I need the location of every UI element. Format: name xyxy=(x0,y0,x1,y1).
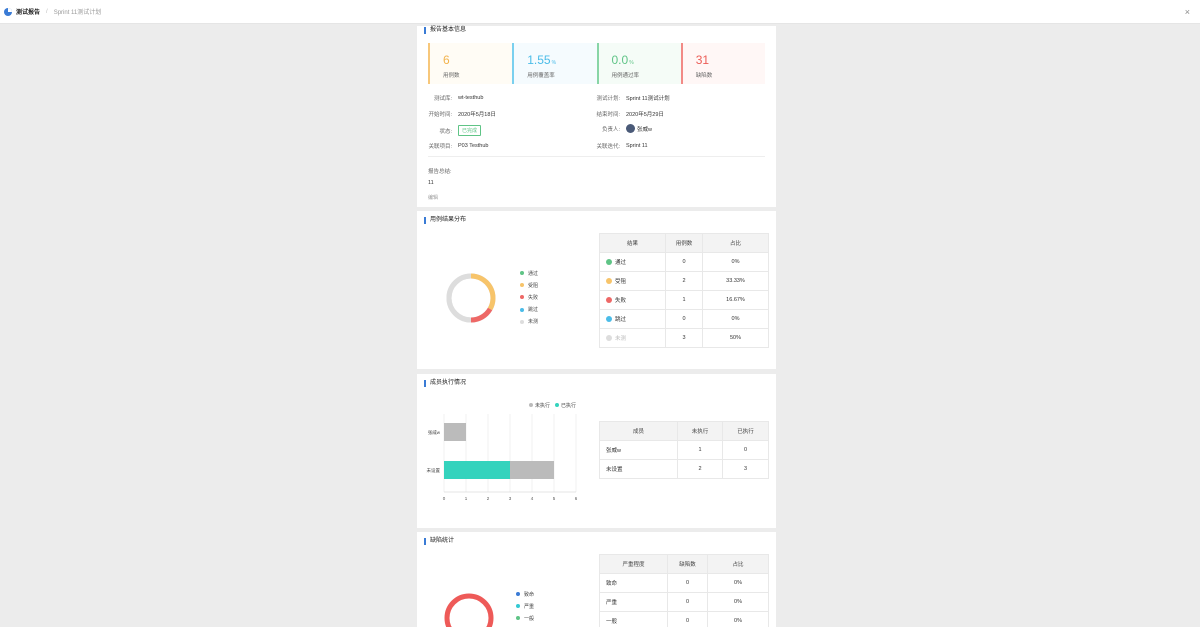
table-row: 严重 0 0% xyxy=(599,592,769,612)
stat-label: 用例覆盖率 xyxy=(527,73,555,79)
x-tick-label: 1 xyxy=(465,496,468,501)
defects-donut-chart xyxy=(444,593,494,627)
defects-legend: 致命 严重 一般 xyxy=(516,588,534,625)
donut-slice-1[interactable] xyxy=(470,273,496,311)
basic-info-panel: 报告基本信息 6 用例数 1.55% 用例覆盖率 0.0% 用例通过率 31 缺… xyxy=(417,26,776,207)
avatar xyxy=(626,124,635,133)
table-row: 致命 0 0% xyxy=(599,573,769,593)
info-iteration: 关联迭代: Sprint 11 xyxy=(596,143,648,150)
info-start: 开始时间: 2020年5月18日 xyxy=(428,112,496,118)
y-tick-label: 未设置 xyxy=(427,467,441,474)
x-tick-label: 2 xyxy=(487,496,490,501)
plan-value: Sprint 11测试计划 xyxy=(626,96,670,102)
check-icon xyxy=(606,259,612,265)
legend-item-fatal[interactable]: 致命 xyxy=(516,588,534,600)
iteration-value: Sprint 11 xyxy=(626,143,648,149)
info-owner: 负责人: 张威w xyxy=(585,124,652,133)
breadcrumb-title[interactable]: 测试报告 xyxy=(16,10,41,16)
table-row: 失败 1 16.67% xyxy=(599,290,769,310)
y-tick-label: 张威w xyxy=(428,429,441,436)
members-title: 成员执行情况 xyxy=(424,380,466,387)
stat-value: 1.55 xyxy=(527,53,551,67)
edit-link[interactable]: 编辑 xyxy=(428,195,439,201)
stat-label: 用例数 xyxy=(443,73,460,79)
divider xyxy=(428,156,765,157)
x-tick-label: 3 xyxy=(509,496,512,501)
legend-item-pass[interactable]: 通过 xyxy=(520,267,538,279)
owner-value: 张威w xyxy=(637,126,652,133)
close-icon[interactable]: × xyxy=(1184,7,1190,17)
stat-label: 用例通过率 xyxy=(611,73,640,79)
results-table: 结果 用例数 占比 通过 0 0% 受阻 2 33.33% 失败 1 16.67% 跳… xyxy=(599,233,769,348)
stat-card-cases: 6 用例数 xyxy=(428,43,513,84)
legend-item-blocked[interactable]: 受阻 xyxy=(520,279,538,291)
table-row: 跳过 0 0% xyxy=(599,309,769,329)
x-tick-label: 4 xyxy=(531,496,534,501)
top-bar: 测试报告 / Sprint 11测试计划 × xyxy=(0,0,1200,24)
end-value: 2020年5月29日 xyxy=(626,112,664,118)
breadcrumb-separator: / xyxy=(46,8,48,15)
close-circle-icon xyxy=(606,297,612,303)
start-value: 2020年5月18日 xyxy=(458,112,496,118)
donut-slice-2[interactable] xyxy=(470,307,493,323)
info-end: 结束时间: 2020年5月29日 xyxy=(596,112,664,118)
legend-dot-pending xyxy=(529,403,533,407)
test-lib-value: wt-testhub xyxy=(458,95,484,101)
x-tick-label: 5 xyxy=(553,496,556,501)
legend-dot-done xyxy=(555,403,559,407)
stat-value: 31 xyxy=(695,53,710,67)
summary-text: 11 xyxy=(428,180,434,186)
stat-card-coverage: 1.55% 用例覆盖率 xyxy=(512,43,597,84)
legend-label-done: 已执行 xyxy=(561,402,576,409)
members-panel: 成员执行情况 未执行 已执行 0 1 2 3 4 5 6 张威w 未设置 成员 未执行 已执行 张威… xyxy=(417,374,776,528)
results-legend: 通过 受阻 失败 跳过 未测 xyxy=(520,267,538,328)
stat-value: 6 xyxy=(443,53,450,67)
results-panel: 用例结果分布 通过 受阻 失败 跳过 未测 结果 用例数 占比 通过 0 0% 受… xyxy=(417,211,776,369)
member-bar-chart: 未执行 已执行 0 1 2 3 4 5 6 张威w 未设置 xyxy=(427,402,578,501)
stat-label: 缺陷数 xyxy=(695,73,713,79)
stat-value: 0.0 xyxy=(611,53,629,67)
bar-pending[interactable] xyxy=(510,461,554,479)
breadcrumb-plan: Sprint 11测试计划 xyxy=(53,10,102,16)
untested-icon xyxy=(606,335,612,341)
project-value: P03 Testhub xyxy=(458,143,489,149)
bar-done[interactable] xyxy=(444,461,510,479)
info-test-lib: 测试库: wt-testhub xyxy=(433,95,484,102)
info-plan: 测试计划: Sprint 11测试计划 xyxy=(596,96,670,102)
minus-icon xyxy=(606,278,612,284)
info-status: 状态: 已完成 xyxy=(417,125,482,136)
legend-item-serious[interactable]: 严重 xyxy=(516,600,534,612)
donut-slice-4[interactable] xyxy=(446,273,472,323)
table-row: 通过 0 0% xyxy=(599,252,769,272)
legend-item-skip[interactable]: 跳过 xyxy=(520,304,538,316)
stat-card-pass-rate: 0.0% 用例通过率 xyxy=(596,43,681,84)
report-logo-icon xyxy=(4,7,12,16)
basic-info-title: 报告基本信息 xyxy=(424,27,466,34)
x-tick-label: 0 xyxy=(443,496,446,501)
defects-table: 严重程度 缺陷数 占比 致命 0 0% 严重 0 0% 一般 0 0% xyxy=(599,554,769,627)
legend-item-normal[interactable]: 一般 xyxy=(516,612,534,624)
summary-label: 报告总结: xyxy=(428,169,452,175)
table-row: 受阻 2 33.33% xyxy=(599,271,769,291)
bar-pending[interactable] xyxy=(444,423,466,441)
info-project: 关联项目: P03 Testhub xyxy=(428,143,489,150)
defects-title: 缺陷统计 xyxy=(424,538,454,545)
table-row: 一般 0 0% xyxy=(599,611,769,627)
stat-cards: 6 用例数 1.55% 用例覆盖率 0.0% 用例通过率 31 缺陷数 xyxy=(428,43,765,84)
skip-icon xyxy=(606,316,612,322)
legend-label-pending: 未执行 xyxy=(535,402,550,409)
status-badge: 已完成 xyxy=(458,125,482,136)
defects-ring xyxy=(444,593,494,627)
results-title: 用例结果分布 xyxy=(424,217,466,224)
results-donut-chart xyxy=(446,273,496,323)
defects-panel: 缺陷统计 致命 严重 一般 严重程度 缺陷数 占比 致命 0 0% 严重 0 0% … xyxy=(417,532,776,627)
stat-card-defects: 31 缺陷数 xyxy=(680,43,765,84)
table-row: 未测 3 50% xyxy=(599,328,769,348)
legend-item-untested[interactable]: 未测 xyxy=(520,316,538,328)
x-tick-label: 6 xyxy=(575,496,578,501)
legend-item-fail[interactable]: 失败 xyxy=(520,291,538,303)
